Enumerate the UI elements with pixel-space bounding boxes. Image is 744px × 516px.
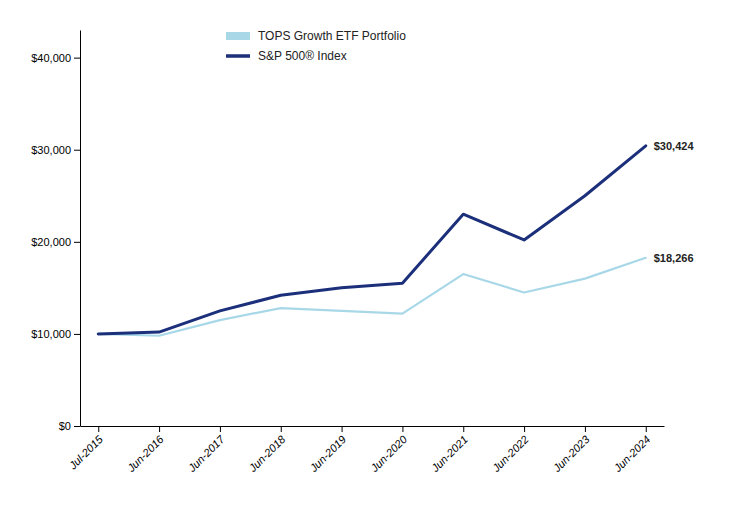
y-tick-mark (74, 242, 80, 243)
y-tick-label: $0 (59, 420, 71, 432)
x-tick: Jun-2022 (489, 426, 531, 475)
x-tick-label: Jun-2021 (428, 433, 470, 475)
y-tick: $0 (59, 420, 80, 432)
legend: TOPS Growth ETF Portfolio S&P 500® Index (226, 29, 406, 63)
chart: $0$10,000$20,000$30,000$40,000Jul-2015Ju… (0, 0, 744, 516)
y-tick-label: $30,000 (31, 144, 71, 156)
legend-label: TOPS Growth ETF Portfolio (258, 29, 406, 43)
value-label: $30,424 (654, 140, 695, 152)
x-tick-label: Jun-2016 (124, 432, 166, 474)
x-tick-mark (98, 426, 99, 432)
value-label: $18,266 (654, 252, 694, 264)
legend-swatch (226, 54, 250, 58)
y-tick-mark (74, 426, 80, 427)
x-tick: Jun-2024 (611, 426, 653, 475)
x-tick: Jun-2017 (185, 426, 227, 475)
y-tick-label: $20,000 (31, 236, 71, 248)
x-tick-label: Jun-2018 (246, 432, 288, 474)
x-axis: Jul-2015 Jun-2016 Jun-2017 Jun-2018 Jun-2019… (66, 426, 665, 475)
y-tick: $40,000 (31, 52, 80, 64)
y-tick-mark (74, 334, 80, 335)
y-axis-line (80, 31, 81, 427)
lines (98, 146, 646, 336)
y-tick-mark (74, 58, 80, 59)
x-axis-line (81, 426, 665, 427)
legend-item: S&P 500® Index (226, 49, 347, 63)
legend-label: S&P 500® Index (258, 49, 347, 63)
x-tick: Jun-2023 (550, 426, 592, 475)
x-tick-mark (402, 426, 403, 432)
x-tick-label: Jun-2024 (611, 433, 653, 475)
x-tick: Jul-2015 (66, 426, 106, 472)
x-tick-label: Jun-2023 (550, 432, 592, 474)
legend-item: TOPS Growth ETF Portfolio (226, 29, 406, 43)
x-tick-label: Jun-2017 (185, 432, 227, 474)
series-line (98, 146, 646, 334)
x-tick: Jun-2020 (368, 426, 410, 475)
x-tick-mark (463, 426, 464, 432)
y-axis: $0 $10,000 $20,000 $30,000 $40,000 (31, 31, 80, 433)
y-tick: $10,000 (31, 328, 80, 340)
x-tick-mark (646, 426, 647, 432)
x-tick-mark (342, 426, 343, 432)
x-tick-mark (159, 426, 160, 432)
x-tick-mark (524, 426, 525, 432)
x-tick-label: Jul-2015 (66, 432, 106, 472)
x-tick-mark (220, 426, 221, 432)
x-tick-label: Jun-2019 (307, 433, 349, 475)
y-tick-label: $10,000 (31, 328, 71, 340)
x-tick: Jun-2019 (307, 426, 349, 475)
x-tick-label: Jun-2022 (489, 433, 531, 475)
x-tick: Jun-2021 (428, 426, 470, 475)
x-tick-label: Jun-2020 (368, 432, 410, 474)
x-tick: Jun-2016 (124, 426, 166, 475)
x-tick-mark (281, 426, 282, 432)
y-tick-mark (74, 150, 80, 151)
x-tick-mark (585, 426, 586, 432)
y-tick: $20,000 (31, 236, 80, 248)
legend-swatch (226, 32, 250, 40)
plot: $0$10,000$20,000$30,000$40,000Jul-2015Ju… (31, 29, 694, 475)
value-labels: $18,266 $30,424 (654, 140, 695, 264)
x-tick: Jun-2018 (246, 426, 288, 475)
y-tick-label: $40,000 (31, 52, 71, 64)
y-tick: $30,000 (31, 144, 80, 156)
